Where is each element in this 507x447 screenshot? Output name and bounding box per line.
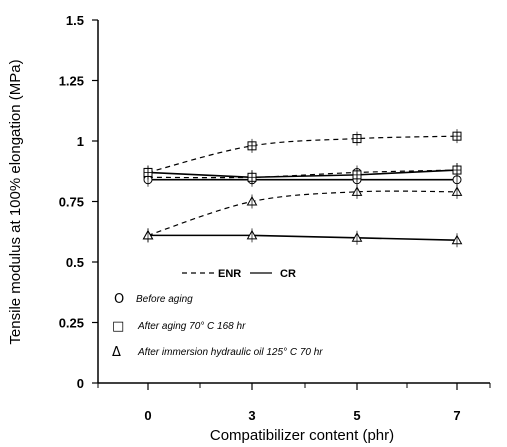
data-point-3-0 [143, 165, 153, 180]
x-tick-label: 5 [353, 408, 360, 423]
x-axis-title: Compatibilizer content (phr) [210, 427, 394, 444]
y-tick-label: 0.25 [59, 316, 84, 331]
y-tick-label: 1 [77, 134, 84, 149]
series-line-4 [147, 190, 458, 236]
data-point-5-2 [351, 230, 363, 245]
y-tick-label: 0 [77, 376, 84, 391]
legend-cr-label: CR [280, 268, 296, 280]
x-tick-label: 7 [453, 408, 460, 423]
y-tick-label: 1.5 [66, 13, 84, 28]
legend-enr-label: ENR [218, 268, 241, 280]
y-tick-label: 0.75 [59, 195, 84, 210]
legend-label-after-immersion: After immersion hydraulic oil 125° C 70 … [137, 347, 323, 358]
series-line-3 [147, 169, 458, 179]
data-point-2-2 [352, 131, 362, 146]
legend-label-after-aging: After aging 70° C 168 hr [137, 321, 246, 332]
x-tick-label: 3 [248, 408, 255, 423]
data-point-3-3 [452, 163, 462, 178]
data-point-4-1 [246, 194, 258, 209]
x-ticks: 0 3 5 7 [97, 383, 491, 423]
data-point-2-3 [452, 129, 462, 144]
series-line-0 [147, 169, 458, 179]
data-point-5-1 [246, 228, 258, 243]
data-point-4-2 [351, 184, 363, 199]
data-point-5-3 [451, 233, 463, 248]
data-point-5-0 [142, 228, 154, 243]
legend-label-before-aging: Before aging [136, 294, 193, 305]
legend: ENR CR O Before aging □ After aging 70° … [112, 268, 323, 360]
data-point-2-1 [247, 138, 257, 153]
y-tick-label: 0.5 [66, 255, 84, 270]
series-layer [142, 129, 463, 248]
series-line-5 [148, 234, 458, 242]
y-tick-label: 1.25 [59, 74, 84, 89]
y-ticks: 0 0.25 0.5 0.75 1 1.25 1.5 [59, 13, 98, 391]
legend-symbol-triangle: Δ [112, 345, 121, 360]
legend-symbol-circle: O [114, 292, 124, 307]
data-point-4-3 [451, 184, 463, 199]
y-axis-title: Tensile modulus at 100% elongation (MPa) [7, 59, 24, 344]
series-line-2 [147, 135, 458, 174]
x-tick-label: 0 [144, 408, 151, 423]
data-point-3-1 [247, 170, 257, 185]
data-point-3-2 [352, 167, 362, 182]
legend-symbol-square: □ [112, 319, 124, 334]
